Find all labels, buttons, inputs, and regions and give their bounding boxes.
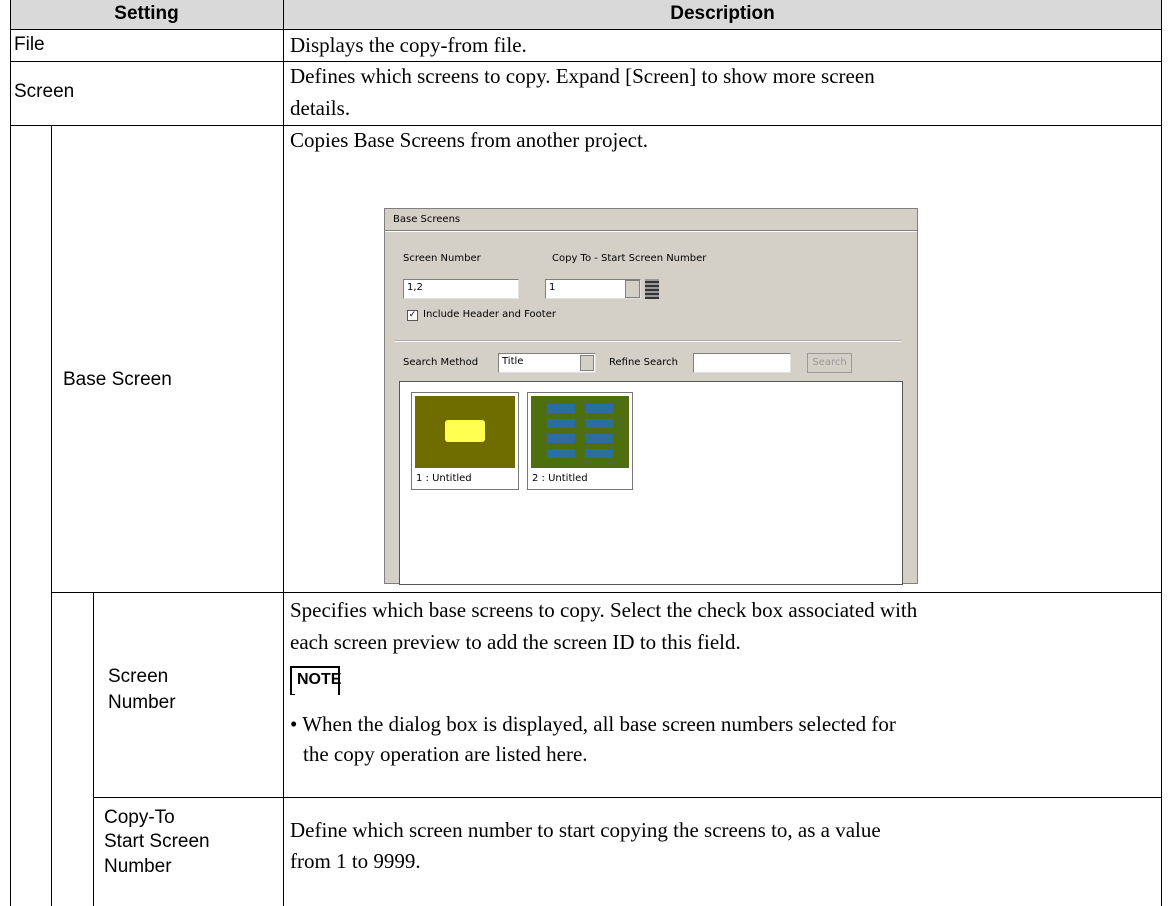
label: Refine Search	[609, 357, 678, 368]
setting: Number	[104, 856, 172, 877]
label: Include Header and Footer	[423, 309, 556, 320]
setting: Screen	[108, 666, 169, 687]
input[interactable]: 1,2	[403, 279, 519, 299]
thumbnail[interactable]: 1 : Untitled	[411, 392, 519, 490]
rule	[290, 694, 295, 695]
description: Displays the copy-from file.	[290, 33, 527, 57]
rule	[10, 61, 1162, 62]
dialog-title: Base Screens	[393, 214, 461, 225]
preview-shape	[585, 419, 613, 428]
dialog: Base Screens Screen Number Copy To - Sta…	[384, 208, 918, 585]
preview-shape	[547, 434, 575, 443]
preview-shape	[547, 404, 575, 413]
preview-shape	[585, 449, 613, 458]
button[interactable]: Search	[807, 353, 852, 373]
thumbnail-label: 1 : Untitled	[416, 473, 472, 484]
rule	[283, 0, 284, 906]
separator	[385, 230, 917, 232]
description: Specifies which base screens to copy. Se…	[290, 598, 918, 622]
note-text: • When the dialog box is displayed, all …	[290, 712, 896, 736]
thumbnail-label: 2 : Untitled	[532, 473, 588, 484]
preview	[415, 396, 515, 468]
rule	[93, 592, 94, 906]
setting: Number	[108, 692, 176, 713]
rule	[51, 592, 1162, 593]
setting: Copy-To	[104, 807, 175, 828]
setting: Screen	[14, 81, 75, 102]
preview	[531, 396, 629, 468]
description: each screen preview to add the screen ID…	[290, 630, 741, 654]
input[interactable]	[693, 353, 791, 373]
label: Screen Number	[403, 253, 481, 264]
combo[interactable]: Title	[498, 353, 596, 373]
label: Copy To - Start Screen Number	[552, 253, 707, 264]
rule	[1161, 0, 1162, 906]
description: from 1 to 9999.	[290, 849, 421, 873]
preview-shape	[547, 449, 575, 458]
description: details.	[290, 96, 351, 120]
preview-shape	[547, 419, 575, 428]
rule	[10, 29, 1162, 30]
setting: File	[14, 34, 45, 55]
description: Define which screen number to start copy…	[290, 818, 881, 842]
rule	[10, 0, 11, 906]
description: Defines which screens to copy. Expand [S…	[290, 64, 875, 88]
thumbnail[interactable]: 2 : Untitled	[527, 392, 633, 490]
rule	[51, 125, 52, 906]
input[interactable]: 1	[545, 279, 641, 299]
setting: Base Screen	[63, 369, 172, 390]
thumbnail-list: 1 : Untitled 2 : Untitled	[399, 381, 903, 585]
combo-arrow[interactable]	[580, 355, 594, 371]
spinner[interactable]	[625, 280, 640, 298]
rule	[93, 797, 1162, 798]
header-cell: Description	[670, 3, 775, 24]
separator	[395, 340, 901, 342]
grid-icon[interactable]	[645, 279, 659, 299]
checkbox[interactable]: ✓	[407, 310, 418, 321]
preview-shape	[585, 404, 613, 413]
preview-shape	[445, 420, 485, 442]
setting: Start Screen	[104, 831, 210, 852]
description: Copies Base Screens from another project…	[290, 128, 649, 152]
header-bg	[10, 0, 1162, 29]
preview-shape	[585, 434, 613, 443]
note-label: NOTE	[290, 666, 341, 695]
note-text: the copy operation are listed here.	[303, 742, 588, 766]
label: Search Method	[403, 357, 479, 368]
header-cell: Setting	[114, 3, 179, 24]
rule	[10, 125, 1162, 126]
